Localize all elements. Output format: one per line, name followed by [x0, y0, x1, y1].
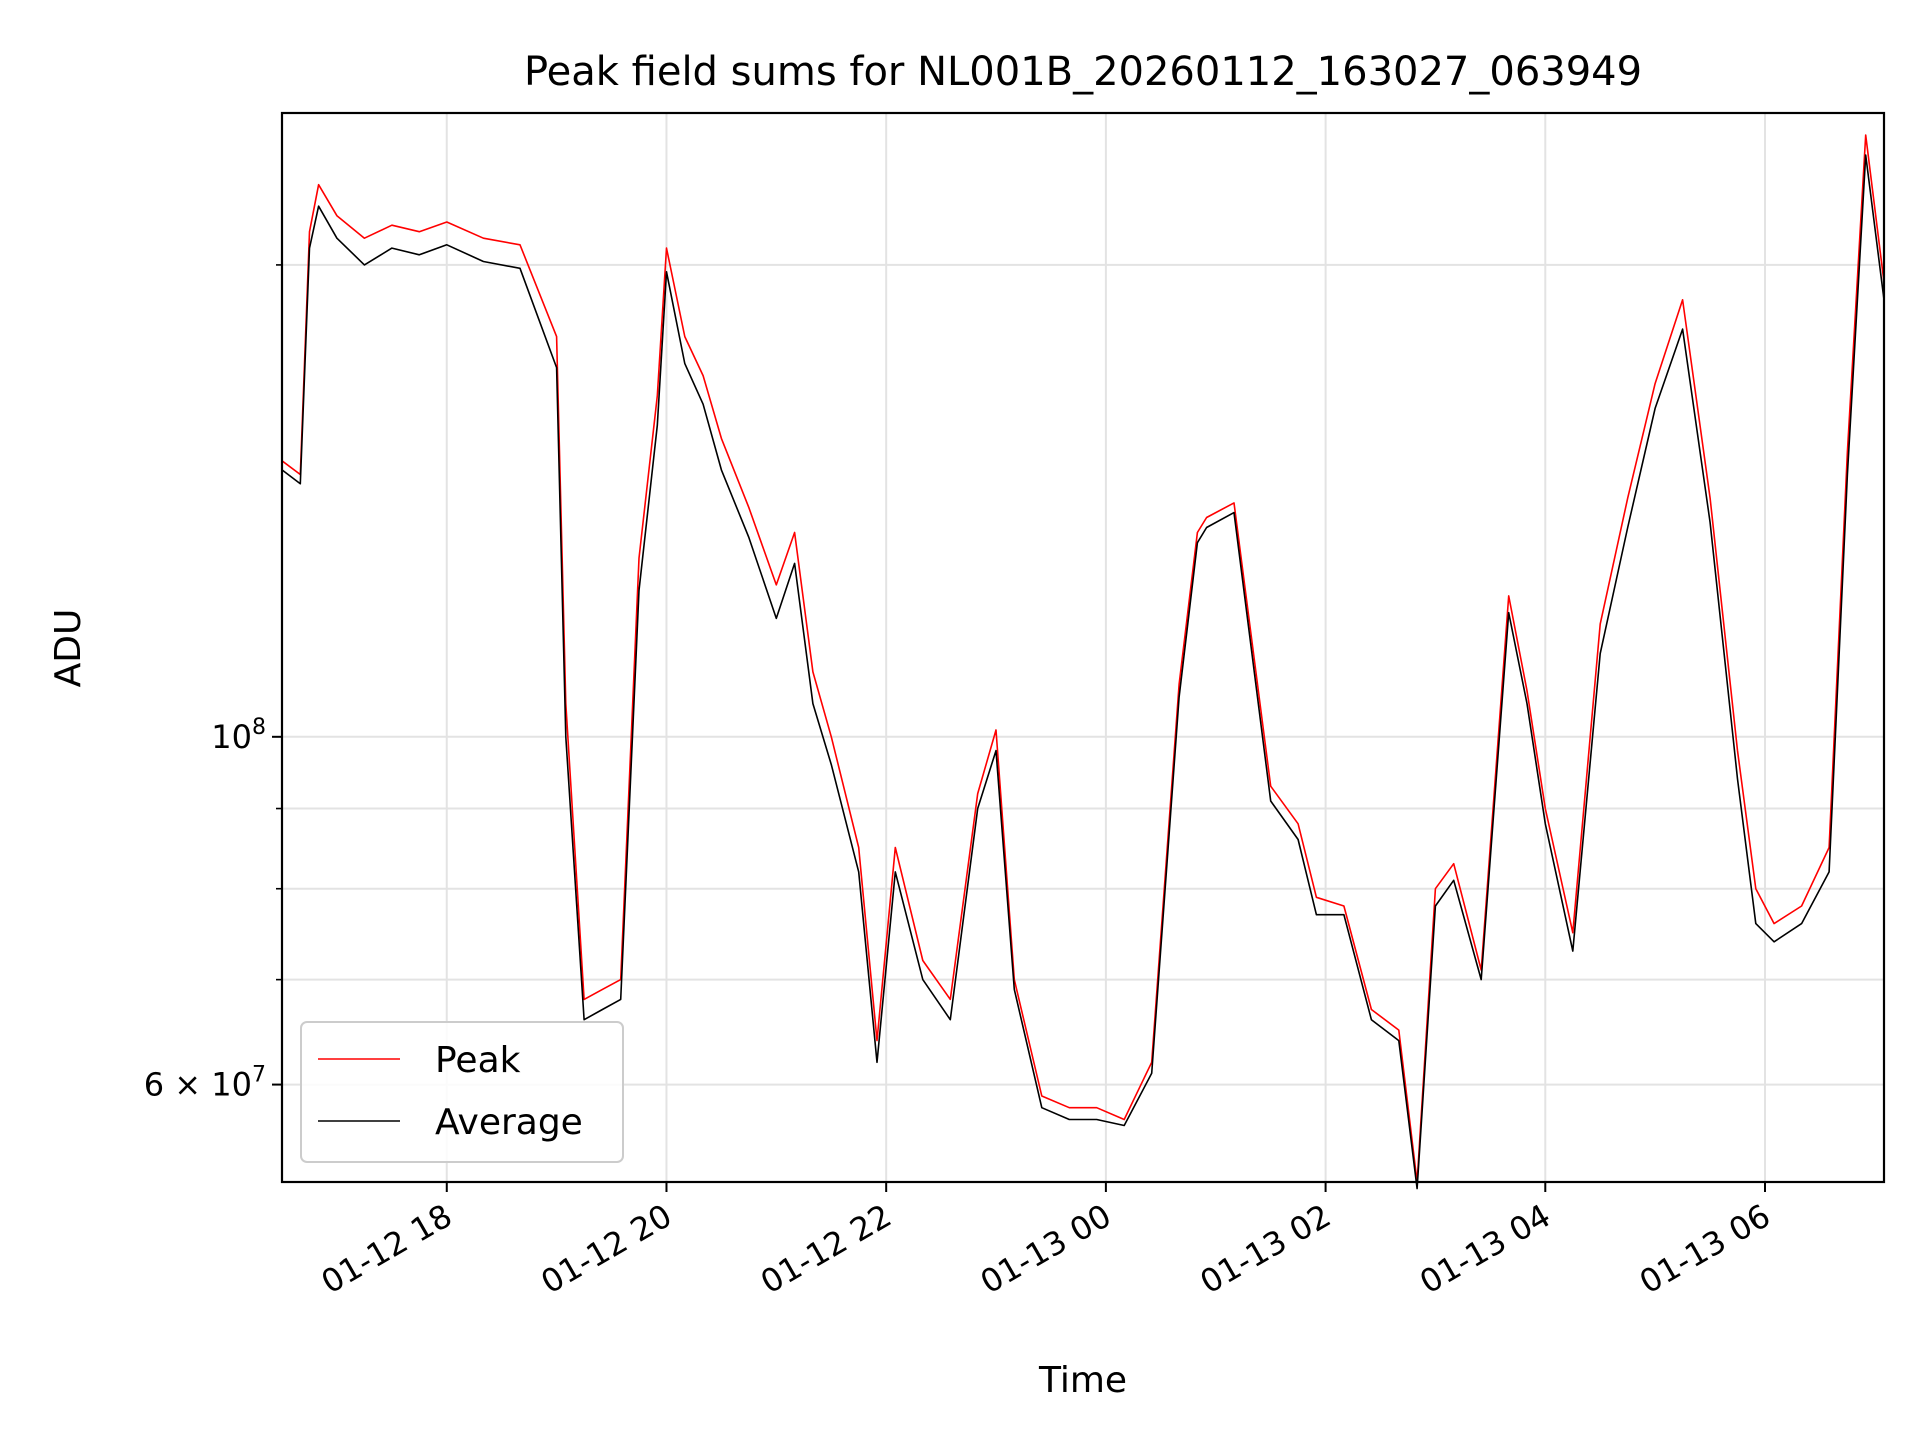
legend-box [300, 1021, 624, 1163]
plot-lines [281, 134, 1885, 1190]
y-tick-label: 6 × 107 [144, 1063, 266, 1104]
y-axis-label: ADU [48, 609, 89, 688]
grid-lines [282, 113, 1884, 1182]
x-axis-label: Time [1038, 1360, 1127, 1401]
legend: Peak Average [300, 1021, 624, 1163]
y-axis-ticks: 6 × 107 108 [144, 264, 282, 1104]
legend-label-peak: Peak [435, 1040, 521, 1081]
series-line-average [281, 154, 1885, 1190]
series-line-peak [281, 134, 1885, 1183]
legend-label-average: Average [435, 1102, 583, 1143]
chart-title: Peak field sums for NL001B_20260112_1630… [524, 49, 1642, 95]
y-tick-label: 108 [211, 715, 266, 756]
plot-frame [280, 111, 1886, 1184]
